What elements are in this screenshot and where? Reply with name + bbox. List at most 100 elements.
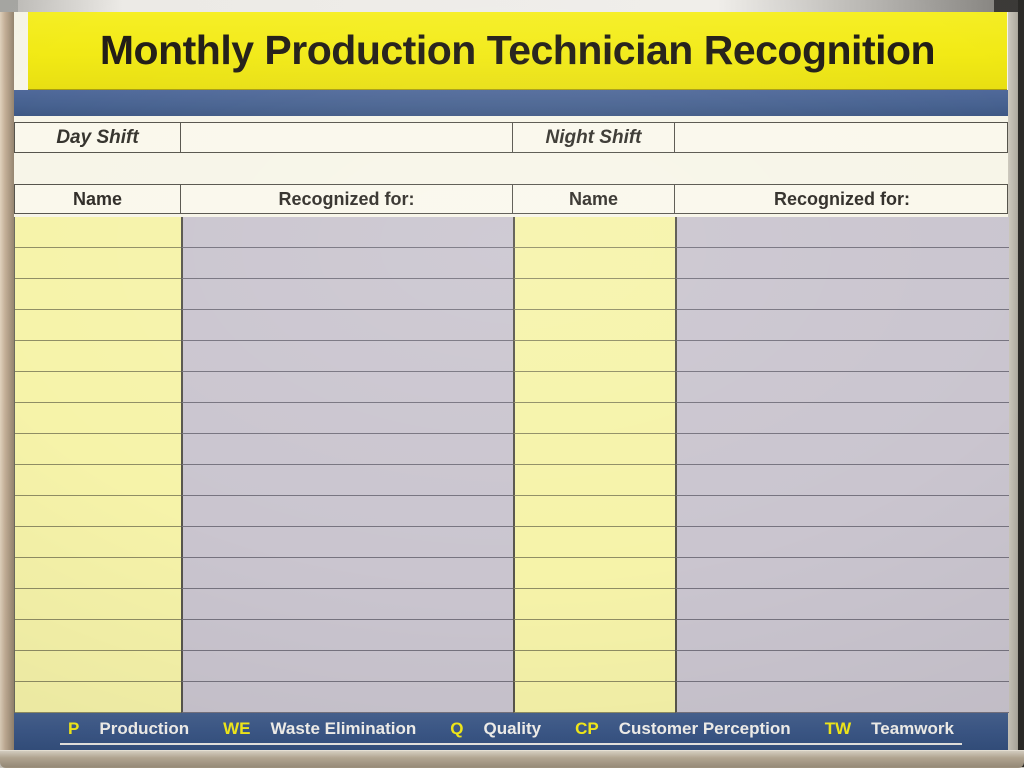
recognized-night-cell: [675, 465, 1009, 496]
wall-background-corner: [0, 0, 18, 15]
recognized-night-cell: [675, 496, 1009, 527]
name-night-cell: [513, 682, 675, 713]
name-day-cell: [15, 558, 181, 589]
name-day-cell: [15, 279, 181, 310]
night-shift-value: [675, 123, 1009, 152]
recognized-day-cell: [181, 682, 513, 713]
legend-item-customer-perception: CP Customer Perception: [575, 719, 791, 739]
legend-label: Waste Elimination: [270, 718, 417, 738]
name-night-cell: [513, 620, 675, 651]
name-day-cell: [15, 248, 181, 279]
recognized-night-cell: [675, 651, 1009, 682]
legend-key: WE: [223, 718, 251, 738]
name-night-cell: [513, 527, 675, 558]
recognized-night-cell: [675, 310, 1009, 341]
name-night-cell: [513, 310, 675, 341]
legend-label: Customer Perception: [618, 718, 791, 738]
recognized-night-cell: [675, 279, 1009, 310]
legend-key: Q: [450, 718, 464, 738]
recognized-day-cell: [181, 496, 513, 527]
recognized-day-cell: [181, 465, 513, 496]
page-title: Monthly Production Technician Recognitio…: [99, 27, 936, 73]
recognized-night-cell: [675, 372, 1009, 403]
recognized-day-cell: [181, 558, 513, 589]
name-night-cell: [513, 589, 675, 620]
name-day-cell: [15, 620, 181, 651]
name-night-cell: [513, 558, 675, 589]
legend-label: Teamwork: [871, 718, 954, 738]
recognized-day-cell: [181, 248, 513, 279]
name-day-cell: [15, 217, 181, 248]
recognized-day-cell: [181, 217, 513, 248]
recognized-night-cell: [675, 527, 1009, 558]
name-day-cell: [15, 465, 181, 496]
name-day-cell: [15, 310, 181, 341]
name-night-cell: [513, 248, 675, 279]
recognition-table-body: [14, 217, 1009, 713]
name-day-cell: [15, 372, 181, 403]
recognized-night-cell: [675, 248, 1009, 279]
recognized-night-cell: [675, 682, 1009, 713]
name-night-cell: [513, 217, 675, 248]
recognized-day-cell: [181, 372, 513, 403]
name-night-cell: [513, 372, 675, 403]
day-shift-label: Day Shift: [15, 123, 181, 152]
name-night-cell: [513, 403, 675, 434]
name-night-cell: [513, 279, 675, 310]
recognized-night-cell: [675, 217, 1009, 248]
name-day-cell: [15, 651, 181, 682]
legend-key: CP: [575, 718, 599, 738]
name-day-cell: [15, 403, 181, 434]
recognized-day-cell: [181, 589, 513, 620]
column-header-recognized-night: Recognized for:: [773, 188, 910, 209]
recognized-night-cell: [675, 589, 1009, 620]
recognized-day-cell: [181, 341, 513, 372]
day-shift-value: [181, 123, 513, 152]
whiteboard-frame-top: [0, 0, 1024, 12]
legend-bar: P Production WE Waste Elimination Q Qual…: [14, 713, 1008, 750]
legend-key: P: [68, 718, 80, 738]
recognized-day-cell: [181, 620, 513, 651]
title-banner: Monthly Production Technician Recognitio…: [28, 12, 1007, 91]
name-day-cell: [15, 589, 181, 620]
recognized-night-cell: [675, 403, 1009, 434]
column-header-name-night: Name: [513, 185, 675, 213]
column-header-row: Name Recognized for: Name Recognized for…: [14, 184, 1008, 214]
recognized-night-cell: [675, 558, 1009, 589]
background-shadow-edge: [1018, 0, 1024, 767]
legend-label: Production: [99, 718, 190, 738]
name-day-cell: [15, 682, 181, 713]
recognized-day-cell: [181, 310, 513, 341]
whiteboard-frame-bottom: [0, 750, 1024, 768]
recognized-night-cell: [675, 341, 1009, 372]
legend-label: Quality: [483, 718, 542, 738]
name-day-cell: [15, 496, 181, 527]
column-header-name-day: Name: [15, 185, 181, 213]
recognized-day-cell: [181, 279, 513, 310]
shift-row: Day Shift Night Shift: [14, 122, 1008, 153]
recognized-day-cell: [181, 403, 513, 434]
name-night-cell: [513, 465, 675, 496]
whiteboard-frame-left: [0, 12, 14, 750]
recognized-night-cell: [675, 434, 1009, 465]
recognized-day-cell: [181, 527, 513, 558]
legend-item-waste-elimination: WE Waste Elimination: [223, 719, 416, 739]
recognized-day-cell: [181, 434, 513, 465]
wall-background-corner-right: [994, 0, 1024, 13]
blue-divider-stripe: [14, 90, 1008, 116]
night-shift-label: Night Shift: [513, 123, 675, 152]
name-night-cell: [513, 341, 675, 372]
recognition-board: Monthly Production Technician Recognitio…: [14, 12, 1009, 750]
column-header-recognized-day: Recognized for:: [181, 185, 513, 213]
recognized-night-cell: [675, 620, 1009, 651]
legend-item-production: P Production: [68, 719, 189, 739]
name-night-cell: [513, 496, 675, 527]
recognized-day-cell: [181, 651, 513, 682]
name-day-cell: [15, 341, 181, 372]
legend-key: TW: [824, 718, 852, 738]
name-day-cell: [15, 434, 181, 465]
name-day-cell: [15, 527, 181, 558]
name-night-cell: [513, 434, 675, 465]
legend-item-teamwork: TW Teamwork: [825, 719, 954, 739]
name-night-cell: [513, 651, 675, 682]
